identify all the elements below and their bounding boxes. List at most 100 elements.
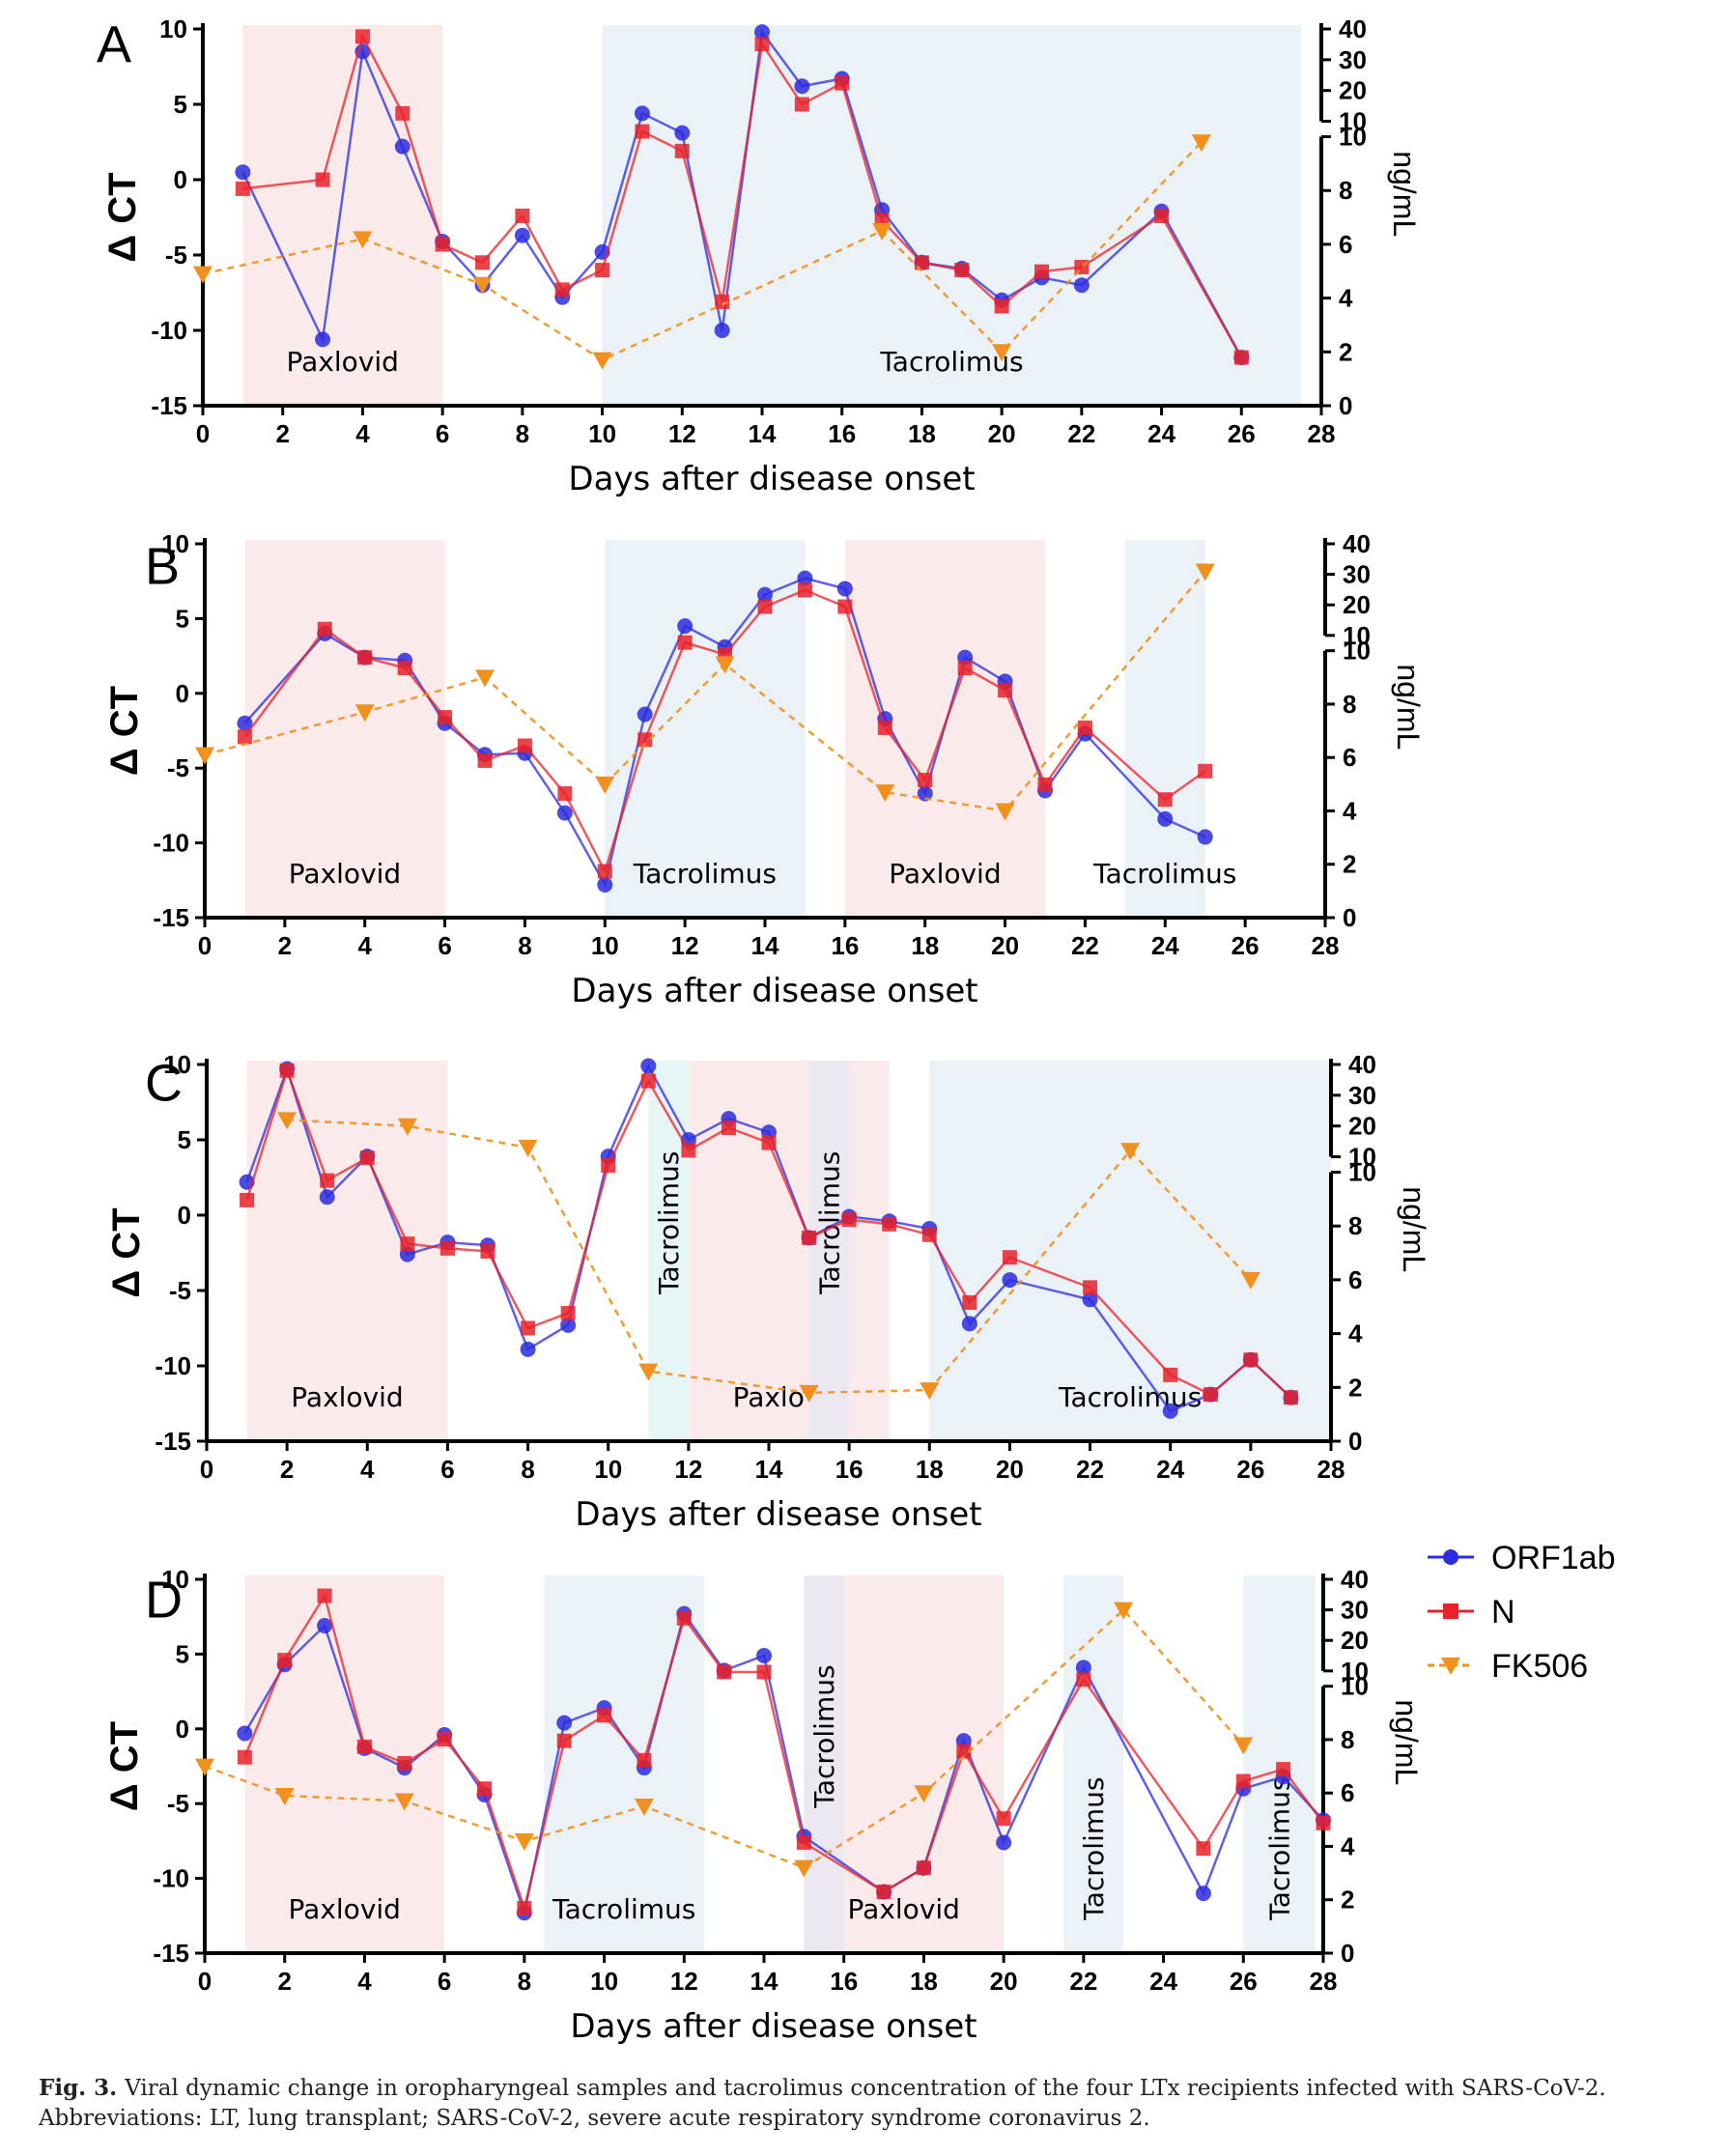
- data-point: [1157, 792, 1173, 808]
- region-label: Tacrolimus: [1092, 858, 1236, 890]
- x-tick-label: 28: [1308, 419, 1336, 448]
- y-axis-title: Δ CT: [101, 172, 144, 262]
- x-tick-label: 4: [357, 1967, 372, 1996]
- data-point: [1233, 350, 1249, 365]
- y2-tick-label: 40: [1348, 1050, 1376, 1079]
- data-point: [556, 1733, 572, 1748]
- data-point: [754, 24, 770, 41]
- x-tick-label: 16: [831, 931, 859, 960]
- legend-label: N: [1491, 1594, 1515, 1631]
- x-tick-label: 2: [280, 1455, 294, 1484]
- data-point: [1283, 1390, 1298, 1405]
- x-tick-label: 28: [1310, 1967, 1338, 1996]
- y-axis-title: Δ CT: [103, 1721, 146, 1811]
- y-tick-label: -5: [169, 1276, 191, 1305]
- data-point: [681, 1143, 696, 1158]
- data-point: [354, 29, 370, 44]
- data-point: [756, 1664, 772, 1680]
- y2-axis-title: ng/mL: [1389, 1699, 1424, 1785]
- data-point: [721, 1121, 736, 1136]
- y2-tick-label: 30: [1339, 45, 1367, 74]
- data-point: [1157, 810, 1174, 827]
- data-point: [715, 656, 735, 674]
- data-point: [882, 1216, 897, 1232]
- data-point: [320, 1173, 335, 1188]
- data-point: [279, 1063, 295, 1078]
- data-point: [835, 75, 850, 91]
- x-tick-label: 2: [278, 931, 292, 960]
- data-point: [237, 715, 253, 731]
- x-tick-label: 24: [1147, 419, 1175, 448]
- data-point: [836, 581, 853, 597]
- legend-label: FK506: [1491, 1648, 1588, 1685]
- data-point: [439, 1240, 455, 1256]
- y-tick-label: 0: [174, 165, 187, 194]
- y-axis-title: Δ CT: [105, 1207, 148, 1297]
- data-point: [353, 231, 373, 249]
- panel-d: Paxlovid Tacrolimus Paxlovid Tacrolimus Tacr…: [103, 1565, 1424, 2046]
- data-point: [917, 785, 933, 802]
- data-point: [1195, 1886, 1211, 1902]
- region-band: [804, 1575, 844, 1953]
- data-point: [635, 124, 650, 139]
- treatment-region: Paxlovid: [242, 25, 443, 406]
- y2-axis-title: ng/mL: [1391, 664, 1426, 750]
- y-tick-label: -10: [155, 1351, 191, 1380]
- y2-tick-label: 0: [1348, 1427, 1362, 1456]
- axes: 0 2 4 6 8 10 12 14 16 18 20 22 24 26 28-15-10-50510024…: [155, 1050, 1376, 1484]
- data-point: [237, 1725, 253, 1742]
- legend-marker: [1441, 1658, 1460, 1675]
- data-point: [1076, 1672, 1091, 1688]
- data-point: [757, 586, 773, 603]
- y2-tick-label: 10: [1339, 123, 1367, 152]
- y2-tick-label: 2: [1341, 1886, 1354, 1915]
- x-tick-label: 24: [1149, 1967, 1177, 1996]
- treatment-region: Tacrolimus: [1092, 540, 1236, 918]
- y2-tick-label: 4: [1341, 1831, 1355, 1860]
- data-point: [554, 282, 570, 298]
- data-point: [794, 78, 810, 95]
- data-point: [235, 164, 251, 181]
- region-label: Tacrolimus: [552, 1893, 695, 1925]
- region-label: Tacrolimus: [808, 1664, 840, 1808]
- y2-tick-label: 8: [1339, 176, 1352, 205]
- data-point: [876, 1885, 892, 1900]
- data-point: [994, 298, 1009, 314]
- y2-tick-label: 6: [1339, 230, 1352, 259]
- treatment-region: Tacrolimus: [648, 1061, 689, 1441]
- region-label: Paxlovid: [287, 346, 399, 378]
- data-point: [1243, 1352, 1259, 1368]
- legend-marker: [1443, 1603, 1458, 1619]
- data-point: [677, 635, 693, 650]
- y-tick-label: -5: [167, 753, 189, 782]
- data-point: [514, 227, 530, 243]
- data-point: [601, 1158, 616, 1174]
- x-tick-label: 20: [990, 1967, 1018, 1996]
- data-point: [794, 97, 809, 112]
- y-tick-label: -10: [153, 829, 189, 858]
- data-point: [634, 105, 650, 122]
- x-tick-label: 20: [991, 931, 1019, 960]
- x-tick-label: 2: [277, 1967, 291, 1996]
- region-band: [648, 1061, 689, 1441]
- data-point: [277, 1653, 293, 1668]
- data-point: [517, 1901, 532, 1916]
- data-point: [1034, 264, 1049, 279]
- y2-tick-label: 30: [1343, 560, 1371, 589]
- x-tick-label: 0: [198, 931, 212, 960]
- y2-tick-label: 4: [1339, 284, 1353, 313]
- region-band: [929, 1061, 1331, 1441]
- y-tick-label: 10: [159, 14, 187, 43]
- x-tick-label: 16: [830, 1967, 858, 1996]
- y-tick-label: 5: [176, 604, 189, 633]
- data-point: [837, 599, 853, 614]
- data-point: [477, 752, 493, 768]
- data-point: [1037, 777, 1053, 792]
- x-tick-label: 14: [750, 1967, 779, 1996]
- y-tick-label: 10: [161, 1565, 189, 1594]
- y-tick-label: -15: [153, 903, 189, 932]
- data-point: [1316, 1815, 1331, 1830]
- x-tick-label: 10: [591, 931, 619, 960]
- y2-tick-label: 2: [1343, 850, 1356, 879]
